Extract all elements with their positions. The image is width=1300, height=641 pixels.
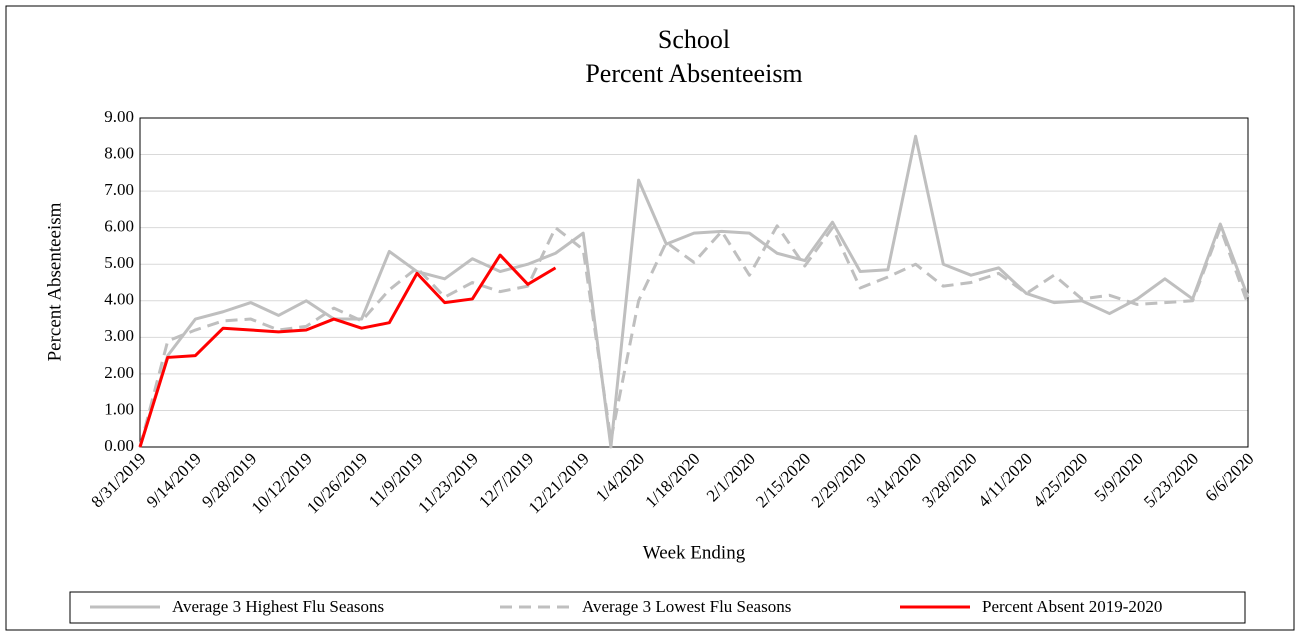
legend-label: Percent Absent 2019-2020: [982, 597, 1162, 616]
y-tick-label: 5.00: [104, 253, 134, 272]
y-tick-label: 7.00: [104, 180, 134, 199]
y-tick-label: 6.00: [104, 217, 134, 236]
x-axis-label: Week Ending: [643, 542, 746, 563]
legend-label: Average 3 Lowest Flu Seasons: [582, 597, 791, 616]
y-tick-label: 8.00: [104, 143, 134, 162]
y-axis-label: Percent Absenteeism: [44, 202, 65, 361]
chart-subtitle: Percent Absenteeism: [585, 59, 802, 88]
y-tick-label: 3.00: [104, 326, 134, 345]
y-tick-label: 0.00: [104, 436, 134, 455]
chart-title: School: [658, 25, 730, 54]
chart-border: [5, 5, 1295, 631]
y-tick-label: 1.00: [104, 399, 134, 418]
series-line: [138, 224, 1250, 448]
y-tick-label: 4.00: [104, 290, 134, 309]
y-tick-label: 2.00: [104, 363, 134, 382]
legend-box: [69, 591, 1246, 624]
legend-label: Average 3 Highest Flu Seasons: [172, 597, 384, 616]
y-tick-label: 9.00: [104, 107, 134, 126]
plot-border: [139, 117, 1249, 448]
series-line: [138, 253, 557, 448]
